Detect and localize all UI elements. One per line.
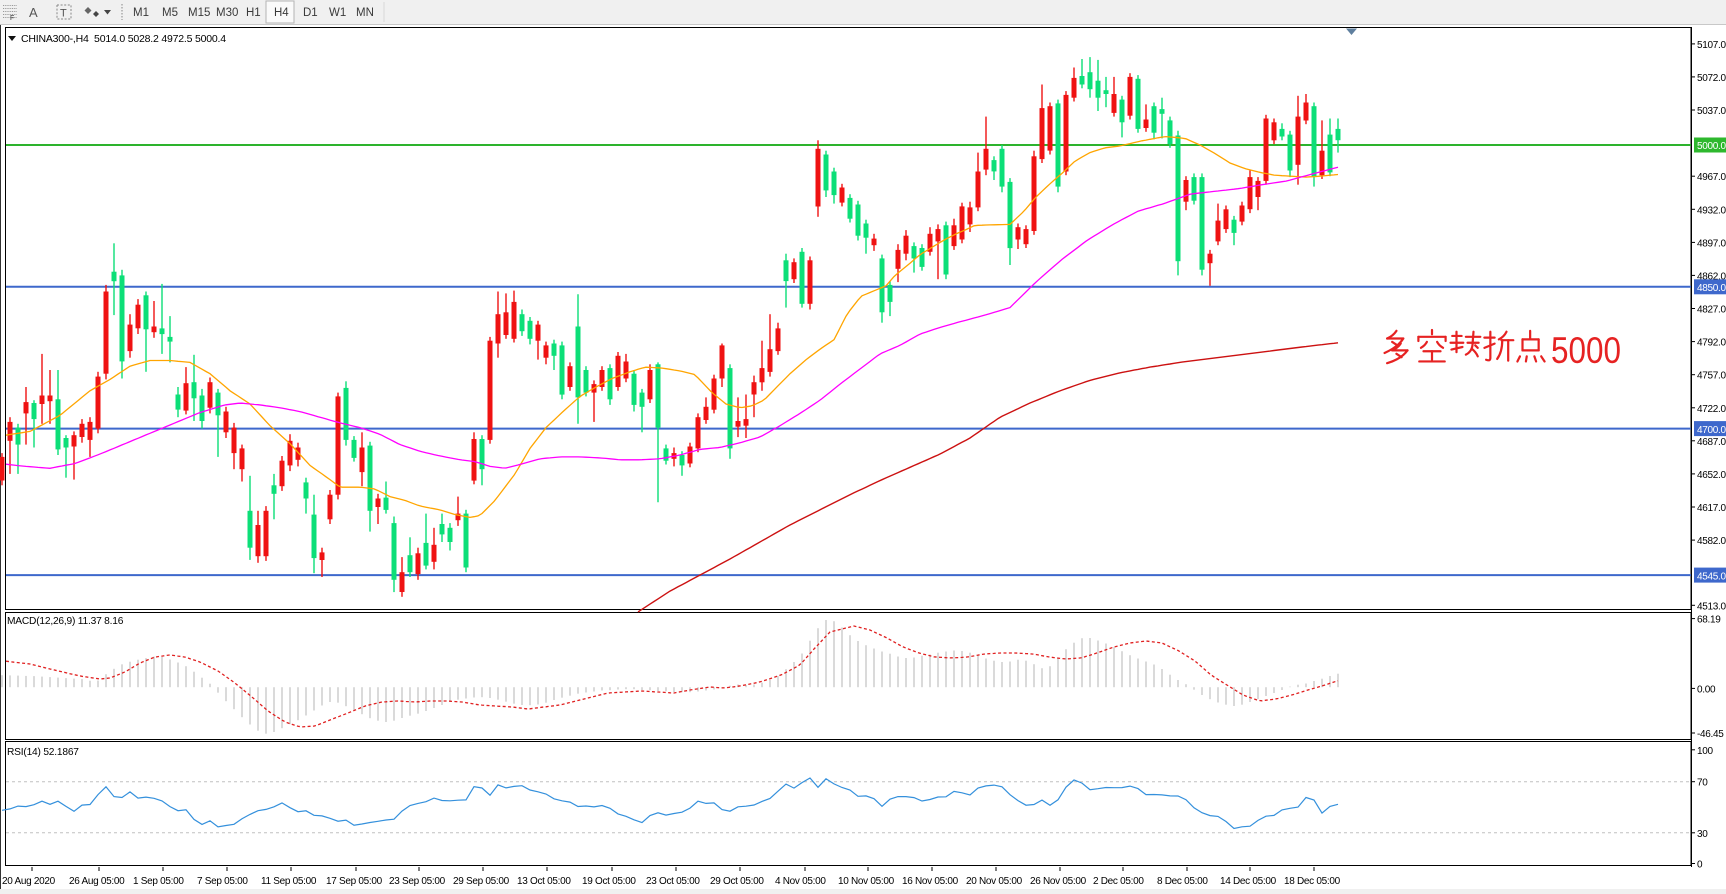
svg-text:23 Sep 05:00: 23 Sep 05:00 — [389, 876, 446, 887]
svg-text:H4: H4 — [274, 7, 289, 19]
svg-text:17 Sep 05:00: 17 Sep 05:00 — [326, 876, 383, 887]
svg-text:4862.0: 4862.0 — [1697, 271, 1726, 282]
svg-text:29 Oct 05:00: 29 Oct 05:00 — [710, 876, 764, 887]
svg-text:4582.0: 4582.0 — [1697, 536, 1726, 547]
svg-text:4757.0: 4757.0 — [1697, 371, 1726, 382]
svg-text:13 Oct 05:00: 13 Oct 05:00 — [517, 876, 571, 887]
svg-text:100: 100 — [1697, 746, 1714, 757]
svg-text:5000.0: 5000.0 — [1697, 141, 1726, 152]
svg-text:20 Nov 05:00: 20 Nov 05:00 — [966, 876, 1023, 887]
svg-text:4722.0: 4722.0 — [1697, 404, 1726, 415]
svg-text:F: F — [10, 15, 14, 22]
svg-text:1 Sep 05:00: 1 Sep 05:00 — [133, 876, 184, 887]
svg-text:4 Nov 05:00: 4 Nov 05:00 — [775, 876, 826, 887]
svg-text:W1: W1 — [329, 7, 346, 19]
svg-text:H1: H1 — [246, 7, 261, 19]
svg-text:23 Oct 05:00: 23 Oct 05:00 — [646, 876, 700, 887]
svg-text:M30: M30 — [216, 7, 238, 19]
svg-text:4687.0: 4687.0 — [1697, 437, 1726, 448]
svg-text:7 Sep 05:00: 7 Sep 05:00 — [197, 876, 248, 887]
svg-text:26 Aug 05:00: 26 Aug 05:00 — [69, 876, 125, 887]
svg-text:4652.0: 4652.0 — [1697, 470, 1726, 481]
svg-text:M15: M15 — [188, 7, 210, 19]
svg-text:4700.0: 4700.0 — [1697, 425, 1726, 436]
svg-text:CHINA300-,H4 5014.0 5028.2 49: CHINA300-,H4 5014.0 5028.2 4972.5 5000.4 — [21, 33, 226, 45]
svg-text:D1: D1 — [303, 7, 318, 19]
svg-text:T: T — [60, 8, 67, 20]
svg-text:8 Dec 05:00: 8 Dec 05:00 — [1157, 876, 1208, 887]
svg-text:0.00: 0.00 — [1697, 684, 1716, 695]
svg-text:4932.0: 4932.0 — [1697, 205, 1726, 216]
svg-text:5037.0: 5037.0 — [1697, 106, 1726, 117]
svg-text:30: 30 — [1697, 829, 1708, 840]
svg-text:10 Nov 05:00: 10 Nov 05:00 — [838, 876, 895, 887]
svg-text:14 Dec 05:00: 14 Dec 05:00 — [1220, 876, 1277, 887]
svg-text:18 Dec 05:00: 18 Dec 05:00 — [1284, 876, 1341, 887]
svg-text:5107.0: 5107.0 — [1697, 40, 1726, 51]
svg-text:4827.0: 4827.0 — [1697, 305, 1726, 316]
svg-text:4967.0: 4967.0 — [1697, 172, 1726, 183]
svg-text:RSI(14) 52.1867: RSI(14) 52.1867 — [7, 747, 79, 758]
svg-text:MN: MN — [356, 7, 374, 19]
svg-text:4850.0: 4850.0 — [1697, 283, 1726, 294]
svg-text:-46.45: -46.45 — [1697, 729, 1724, 740]
svg-text:M1: M1 — [133, 7, 149, 19]
svg-text:4897.0: 4897.0 — [1697, 238, 1726, 249]
svg-text:68.19: 68.19 — [1697, 615, 1721, 626]
svg-text:4513.0: 4513.0 — [1697, 601, 1726, 612]
svg-text:0: 0 — [1697, 860, 1703, 871]
svg-text:A: A — [29, 5, 38, 20]
svg-text:11 Sep 05:00: 11 Sep 05:00 — [261, 876, 317, 887]
svg-text:M5: M5 — [162, 7, 178, 19]
svg-text:MACD(12,26,9) 11.37 8.16: MACD(12,26,9) 11.37 8.16 — [7, 616, 124, 627]
svg-text:4792.0: 4792.0 — [1697, 338, 1726, 349]
svg-text:5072.0: 5072.0 — [1697, 73, 1726, 84]
svg-text:20 Aug 2020: 20 Aug 2020 — [2, 876, 56, 887]
svg-text:29 Sep 05:00: 29 Sep 05:00 — [453, 876, 510, 887]
svg-text:19 Oct 05:00: 19 Oct 05:00 — [582, 876, 636, 887]
svg-text:2 Dec 05:00: 2 Dec 05:00 — [1093, 876, 1144, 887]
svg-text:4617.0: 4617.0 — [1697, 503, 1726, 514]
svg-text:16 Nov 05:00: 16 Nov 05:00 — [902, 876, 959, 887]
svg-text:4545.0: 4545.0 — [1697, 571, 1726, 582]
svg-text:70: 70 — [1697, 778, 1708, 789]
svg-text:5000: 5000 — [1551, 329, 1621, 371]
svg-text:26 Nov 05:00: 26 Nov 05:00 — [1030, 876, 1087, 887]
